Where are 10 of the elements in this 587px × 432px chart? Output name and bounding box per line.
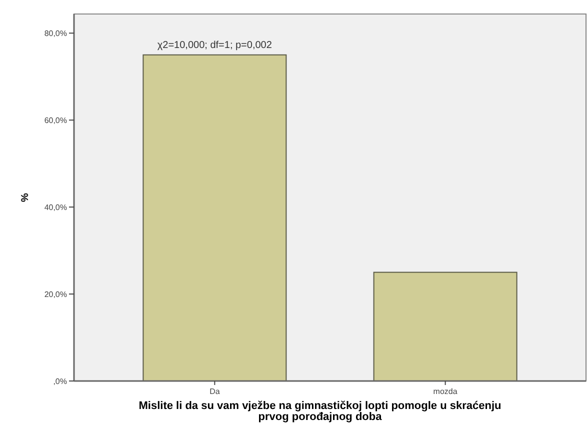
y-tick-label: ,0% — [53, 376, 67, 386]
annotation: χ2=10,000; df=1; p=0,002 — [157, 40, 272, 51]
x-tick-label: mozda — [433, 387, 458, 396]
x-tick-label: Da — [210, 387, 220, 396]
y-axis-title: % — [20, 192, 31, 202]
x-axis-title: Mislite li da su vam vježbe na gimnastičkoj lopti pomogle u skraćenju prvog porođajnog doba — [138, 400, 502, 423]
y-tick-label: 40,0% — [44, 202, 67, 212]
y-tick-label: 80,0% — [44, 28, 67, 38]
y-tick-label: 20,0% — [44, 290, 67, 299]
y-tick-label: 60,0% — [44, 116, 67, 125]
